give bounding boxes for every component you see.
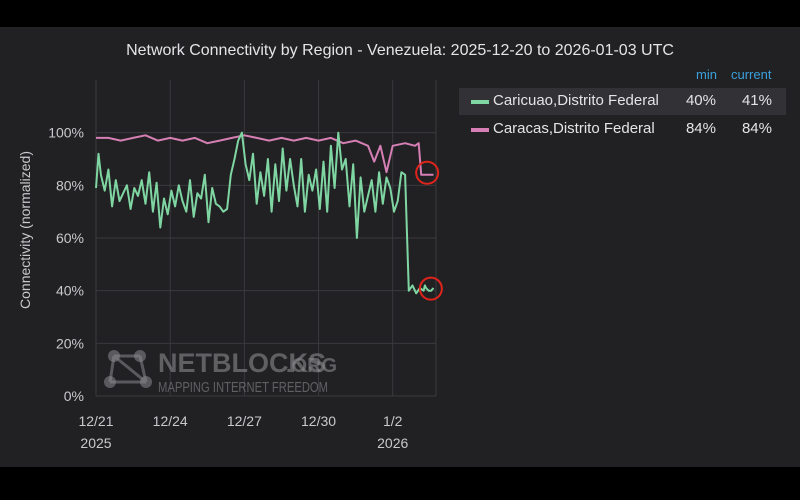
annotation-circle: [415, 160, 440, 185]
legend-current-caracas: 84%: [741, 120, 772, 137]
x-tick-label: 12/24: [153, 413, 188, 429]
watermark-suffix: .ORG: [286, 355, 337, 377]
axes: 0% 20% 40% 60% 80% 100% 12/21 2025 12/24 12/27 12/…: [48, 125, 408, 451]
x-tick-year-label: 2025: [80, 435, 111, 451]
y-tick-label: 60%: [56, 230, 84, 246]
y-tick-label: 20%: [56, 335, 84, 351]
legend-label-caricuao: Caricuao,Distrito Federal: [493, 92, 659, 109]
x-tick-label: 1/2: [383, 413, 403, 429]
chart-title: Network Connectivity by Region - Venezue…: [126, 42, 674, 59]
series-line-caracas: [96, 134, 434, 176]
y-axis-label: Connectivity (normalized): [17, 151, 33, 309]
series-lines: [95, 131, 435, 295]
legend-header-min: min: [696, 67, 717, 82]
watermark-brand: NETBLOCKS: [158, 348, 326, 378]
legend-min-caricuao: 40%: [685, 92, 716, 109]
x-tick-label: 12/21: [78, 413, 113, 429]
x-tick-label: 12/30: [301, 413, 336, 429]
legend-label-caracas: Caracas,Distrito Federal: [493, 120, 655, 137]
y-tick-label: 0%: [64, 388, 84, 404]
y-tick-label: 40%: [56, 283, 84, 299]
netblocks-watermark: NETBLOCKS .ORG MAPPING INTERNET FREEDOM: [104, 348, 337, 396]
watermark-tagline: MAPPING INTERNET FREEDOM: [158, 379, 328, 396]
x-tick-year-label: 2026: [377, 435, 408, 451]
legend-header-current: current: [731, 67, 772, 82]
annotations: [415, 160, 443, 301]
gridlines: [95, 80, 437, 397]
y-tick-label: 100%: [48, 125, 84, 141]
legend-item-caracas[interactable]: Caracas,Distrito Federal 84% 84%: [459, 116, 786, 143]
annotation-circle: [418, 276, 443, 301]
legend-swatch-caricuao: [471, 100, 489, 104]
legend-item-caricuao[interactable]: Caricuao,Distrito Federal 40% 41%: [459, 88, 786, 115]
x-tick-label: 12/27: [227, 413, 262, 429]
legend-min-caracas: 84%: [685, 120, 716, 137]
legend-swatch-caracas: [471, 128, 489, 132]
legend-current-caricuao: 41%: [741, 92, 772, 109]
series-line-caricuao: [95, 131, 435, 295]
y-tick-label: 80%: [56, 177, 84, 193]
